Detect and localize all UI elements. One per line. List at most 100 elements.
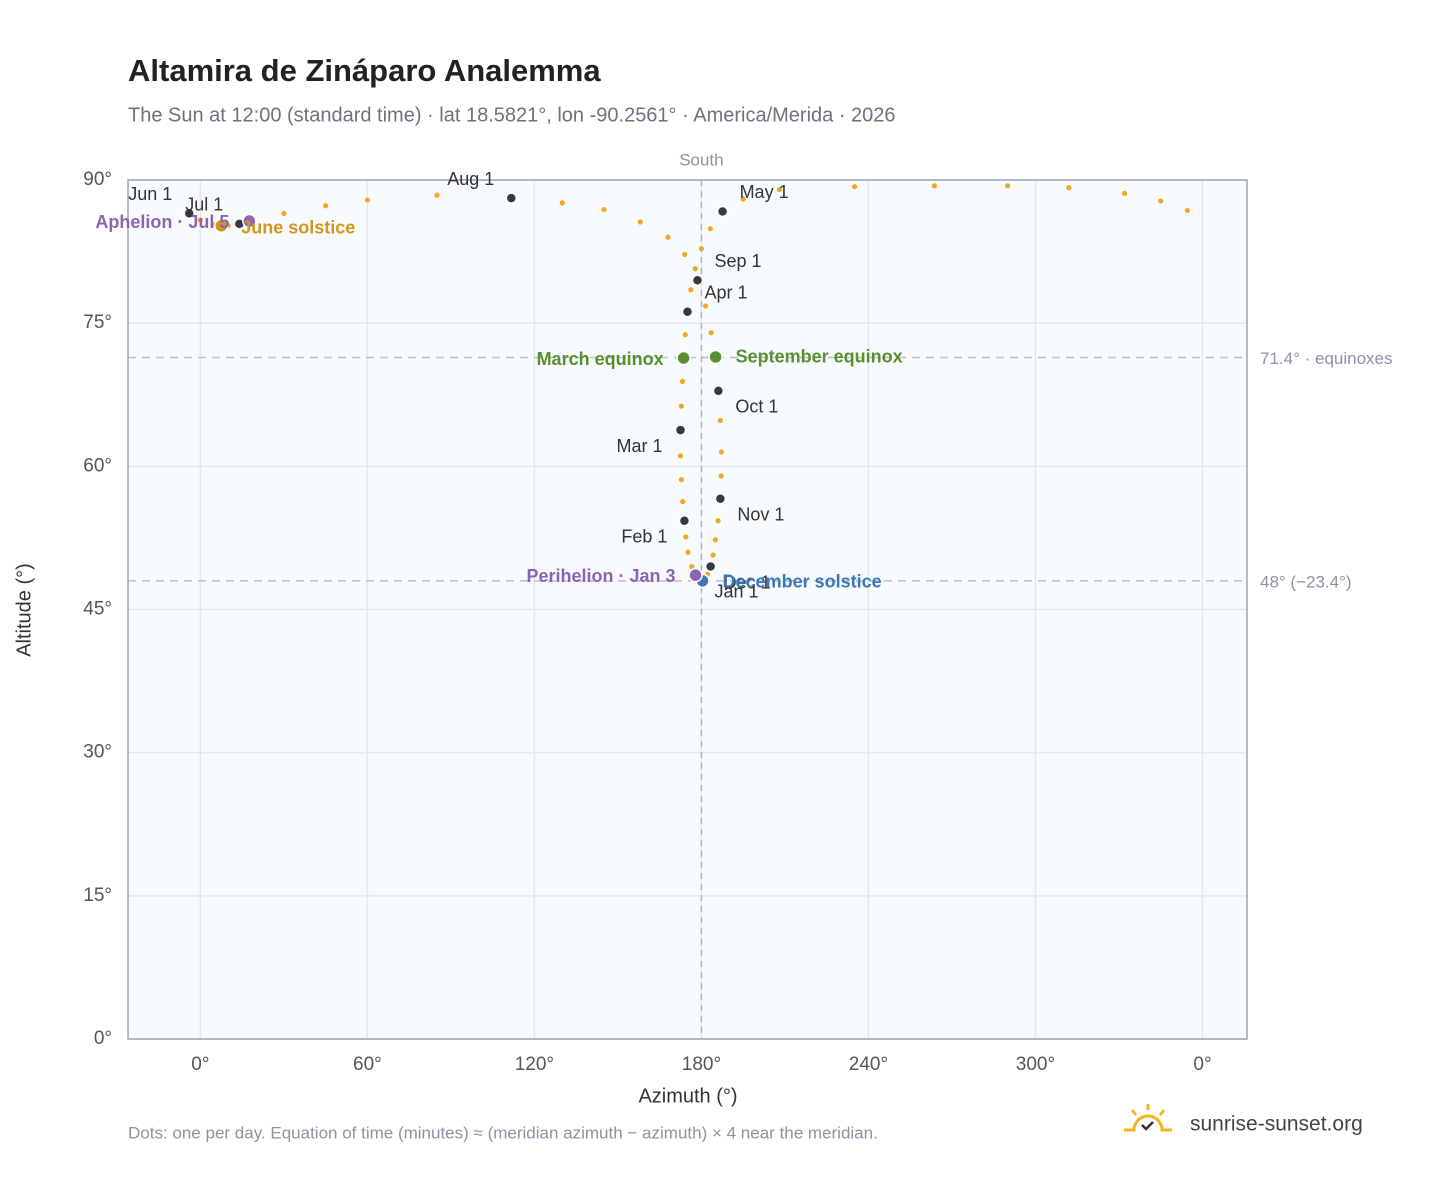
- chart-title: Altamira de Zináparo Analemma: [128, 53, 601, 88]
- sun-dot: [688, 287, 694, 293]
- event-marker: [708, 349, 723, 365]
- event-label: September equinox: [736, 347, 903, 367]
- month-label: Mar 1: [617, 436, 663, 456]
- sun-dot: [682, 251, 688, 258]
- sun-dot: [689, 563, 695, 570]
- reference-label: 71.4° · equinoxes: [1260, 349, 1393, 368]
- sun-dot: [740, 196, 746, 202]
- sun-dot: [678, 403, 684, 409]
- sun-dot: [364, 197, 370, 203]
- month-marker: [674, 424, 687, 436]
- month-marker: [505, 192, 518, 204]
- month-label: May 1: [740, 182, 789, 202]
- sun-dot: [197, 217, 203, 223]
- sun-dot: [677, 453, 684, 459]
- x-tick-label: 240°: [849, 1054, 888, 1075]
- y-tick-label: 0°: [94, 1028, 112, 1049]
- sun-dot: [717, 417, 723, 424]
- y-axis-label: Altitude (°): [13, 563, 35, 657]
- event-marker: [688, 567, 703, 583]
- sun-dot: [281, 210, 287, 217]
- y-tick-label: 90°: [83, 169, 112, 190]
- sun-dot: [851, 184, 858, 190]
- month-label: Jan 1: [715, 582, 759, 602]
- event-label: Aphelion · Jul 5: [95, 212, 229, 232]
- sun-dot: [637, 219, 643, 225]
- sun-dot: [665, 234, 671, 240]
- sun-dot: [679, 378, 686, 384]
- month-marker: [681, 305, 694, 318]
- month-marker: [716, 205, 729, 218]
- sun-dot: [708, 330, 714, 336]
- sun-dot: [712, 537, 718, 543]
- month-label: Oct 1: [735, 397, 778, 417]
- chart-subtitle: The Sun at 12:00 (standard time) · lat 1…: [128, 104, 896, 126]
- y-tick-label: 30°: [83, 742, 112, 763]
- y-tick-label: 15°: [83, 885, 112, 906]
- meridian-label: South: [679, 150, 723, 169]
- y-tick-label: 45°: [83, 599, 112, 620]
- sun-dot: [707, 226, 713, 232]
- event-label: March equinox: [537, 349, 664, 369]
- month-marker: [678, 514, 691, 527]
- month-label: Feb 1: [621, 526, 667, 546]
- event-marker: [214, 218, 229, 234]
- month-marker: [704, 560, 717, 573]
- sun-dot: [931, 183, 938, 189]
- x-tick-label: 0°: [191, 1054, 209, 1075]
- sun-dot: [776, 186, 782, 193]
- x-tick-label: 0°: [1193, 1054, 1211, 1075]
- sun-dot: [1184, 207, 1191, 214]
- sun-dot: [434, 192, 440, 198]
- month-label: Sep 1: [715, 251, 762, 271]
- event-marker: [676, 350, 691, 366]
- grid: [128, 179, 1247, 1040]
- month-label: Dec 1: [724, 572, 771, 592]
- y-tick-label: 60°: [83, 455, 112, 476]
- marks: [183, 183, 1191, 589]
- sun-dot: [680, 499, 686, 505]
- sun-dot: [698, 246, 705, 252]
- month-marker: [183, 207, 195, 220]
- sun-dot: [715, 518, 721, 524]
- sun-dot: [323, 203, 329, 209]
- sun-dot: [678, 477, 684, 483]
- month-label: Aug 1: [447, 169, 494, 189]
- month-marker: [712, 385, 725, 397]
- x-tick-label: 60°: [353, 1054, 382, 1075]
- month-marker: [691, 274, 704, 286]
- sun-dot: [601, 206, 607, 213]
- footnote: Dots: one per day. Equation of time (min…: [128, 1123, 878, 1142]
- reference-label: 48° (−23.4°): [1260, 572, 1352, 591]
- month-marker: [714, 493, 727, 505]
- month-label: Nov 1: [737, 505, 784, 525]
- sun-dot: [718, 473, 724, 479]
- sun-dot: [683, 534, 689, 540]
- x-tick-label: 300°: [1016, 1054, 1055, 1075]
- brand: sunrise-sunset.org: [1190, 1113, 1363, 1136]
- sun-dot: [1066, 185, 1072, 191]
- sun-dot: [1121, 190, 1128, 196]
- sun-dot: [685, 549, 691, 555]
- x-tick-label: 180°: [682, 1054, 721, 1075]
- month-label: Jul 1: [185, 195, 223, 215]
- sun-dot: [718, 449, 725, 455]
- brand-logo: [1124, 1104, 1172, 1132]
- sun-dot: [710, 552, 716, 558]
- y-tick-label: 75°: [83, 312, 112, 333]
- event-label: June solstice: [241, 218, 355, 238]
- sun-dot: [692, 266, 698, 272]
- sun-dot: [559, 200, 565, 206]
- x-axis-label: Azimuth (°): [638, 1085, 737, 1107]
- sun-dot: [1158, 198, 1164, 204]
- sun-dot: [702, 303, 709, 309]
- event-marker: [242, 213, 257, 229]
- month-label: Apr 1: [705, 282, 748, 302]
- x-tick-label: 120°: [515, 1054, 554, 1075]
- month-label: Jun 1: [128, 184, 172, 204]
- sun-dot: [1005, 183, 1011, 189]
- plot-frame: [127, 179, 1248, 1040]
- event-label: December solstice: [723, 572, 882, 592]
- sun-dot: [682, 332, 688, 338]
